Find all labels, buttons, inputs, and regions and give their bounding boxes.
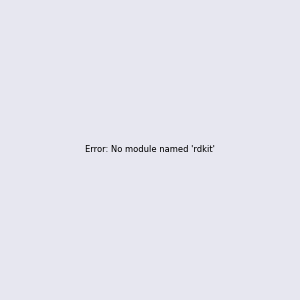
Text: Error: No module named 'rdkit': Error: No module named 'rdkit' — [85, 146, 215, 154]
